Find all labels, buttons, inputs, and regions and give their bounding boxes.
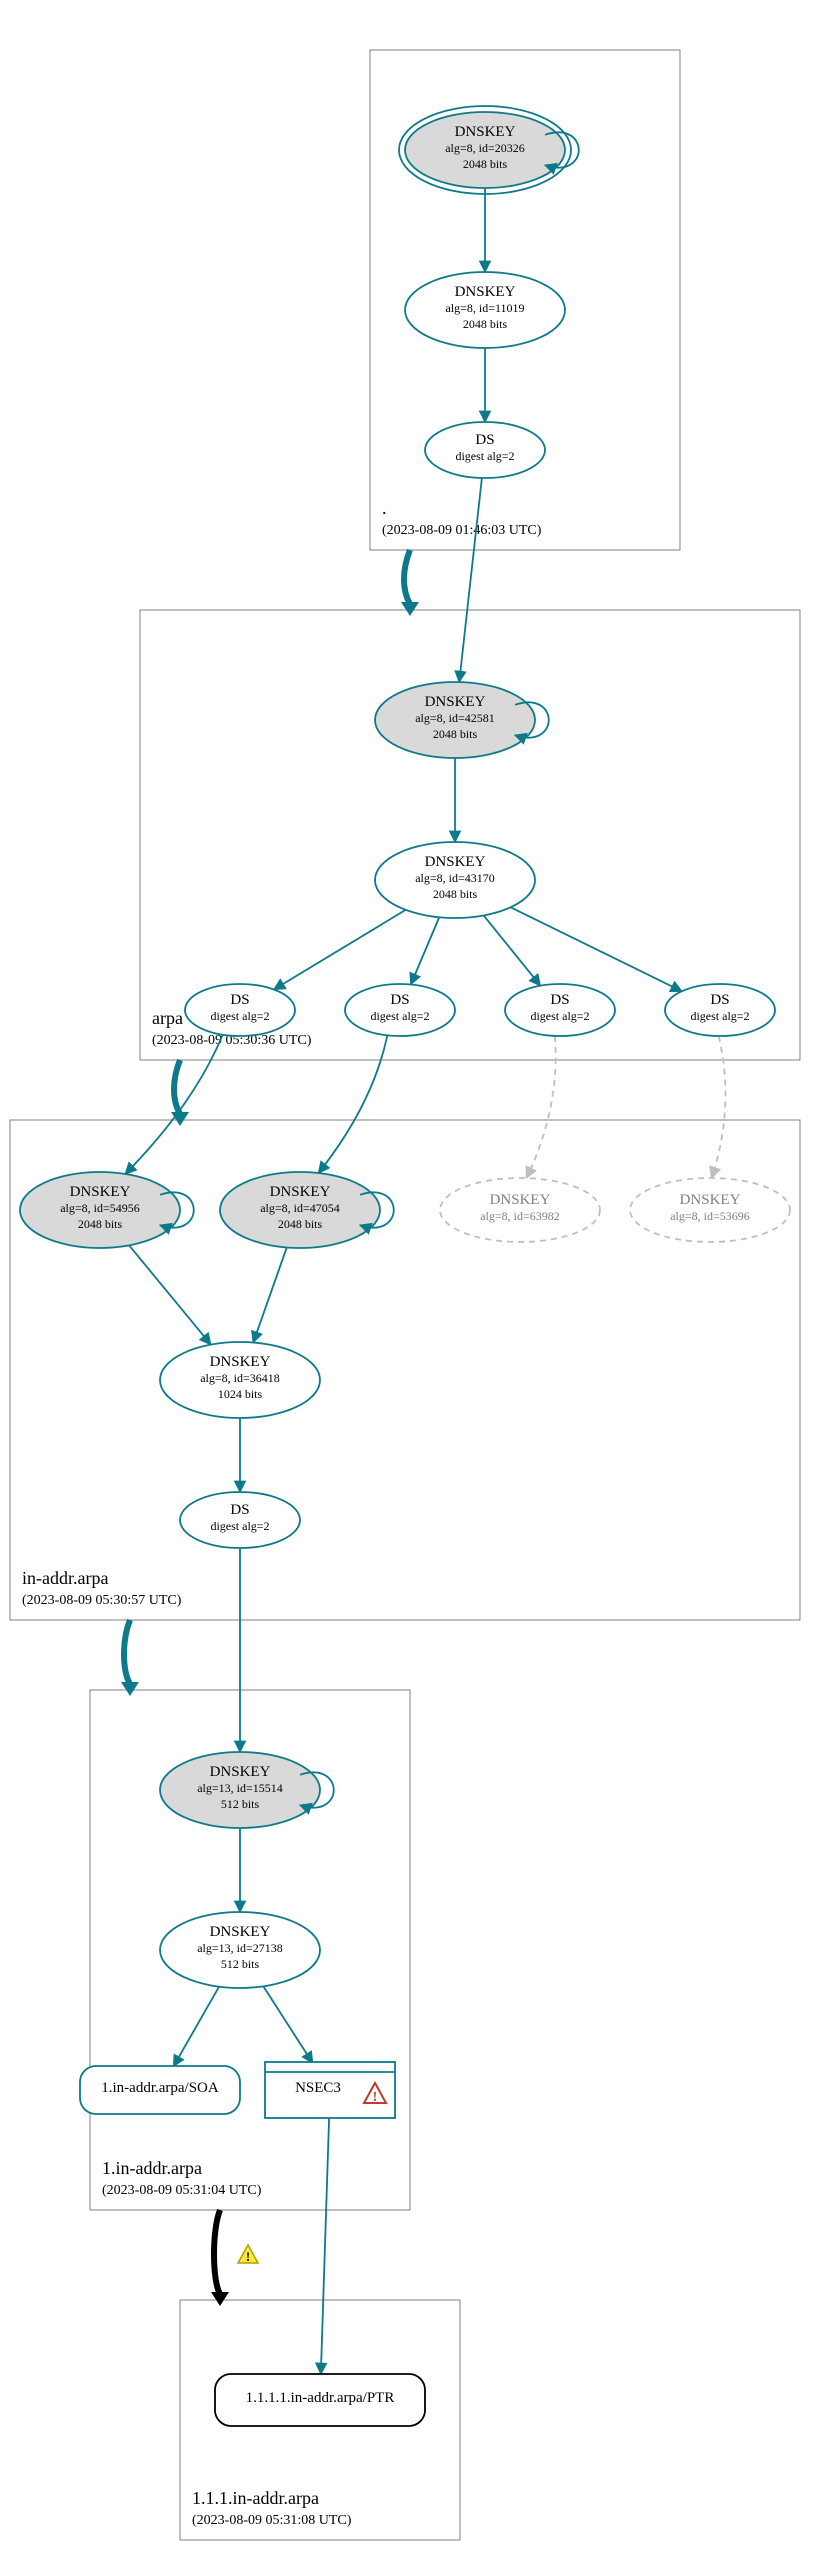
node-title: DNSKEY [270,1184,331,1200]
node-title: DNSKEY [455,124,516,140]
svg-text:!: ! [373,2090,378,2105]
node-title: DNSKEY [425,694,486,710]
node-subtitle: digest alg=2 [455,449,514,463]
node-subtitle: 2048 bits [278,1217,323,1231]
edge-arpa_zsk-arpa_ds4 [511,907,682,991]
zone-sublabel: (2023-08-09 05:31:08 UTC) [192,2513,352,2528]
node-in_grey2: DNSKEYalg=8, id=53696 [630,1178,790,1242]
zone-sublabel: (2023-08-09 05:30:57 UTC) [22,1593,182,1608]
edge-arpa_zsk-arpa_ds2 [411,917,439,984]
edges-layer [125,188,725,2374]
node-arpa_ds2: DSdigest alg=2 [345,984,455,1036]
node-subtitle: alg=8, id=20326 [445,141,525,155]
node-arpa_ds1: DSdigest alg=2 [185,984,295,1036]
edge-one_zsk-soa [174,1987,220,2067]
node-in_ksk2: DNSKEYalg=8, id=47054 2048 bits [220,1172,394,1248]
edge-arpa_zsk-arpa_ds3 [484,915,541,985]
zone-label: 1.in-addr.arpa [102,2158,202,2178]
edge-arpa_ds3-in_grey1 [526,1036,555,1178]
node-root_ds: DSdigest alg=2 [425,422,545,478]
node-in_ds: DSdigest alg=2 [180,1492,300,1548]
zone-label: arpa [152,1008,183,1028]
node-soa: 1.in-addr.arpa/SOA [80,2066,240,2114]
node-subtitle: digest alg=2 [210,1009,269,1023]
node-title: DNSKEY [455,284,516,300]
node-title: DNSKEY [680,1192,741,1208]
node-subtitle: alg=8, id=53696 [670,1209,750,1223]
node-arpa_zsk: DNSKEYalg=8, id=43170 2048 bits [375,842,535,918]
node-subtitle: 2048 bits [78,1217,123,1231]
node-subtitle: alg=8, id=42581 [415,711,495,725]
node-subtitle: digest alg=2 [690,1009,749,1023]
node-subtitle: alg=8, id=63982 [480,1209,560,1223]
node-root_zsk: DNSKEYalg=8, id=11019 2048 bits [405,272,565,348]
node-one_zsk: DNSKEYalg=13, id=27138 512 bits [160,1912,320,1988]
edge-arpa_ds4-in_grey2 [712,1036,726,1178]
node-subtitle: 2048 bits [463,317,508,331]
node-title: 1.in-addr.arpa/SOA [101,2080,219,2096]
node-title: DS [390,992,409,1008]
node-arpa_ds4: DSdigest alg=2 [665,984,775,1036]
node-arpa_ds3: DSdigest alg=2 [505,984,615,1036]
svg-text:!: ! [246,2249,250,2264]
node-subtitle: 512 bits [221,1797,260,1811]
node-subtitle: alg=13, id=15514 [197,1781,283,1795]
edge-root_ds-arpa_ksk [459,478,482,682]
node-title: DS [550,992,569,1008]
node-title: DS [230,1502,249,1518]
node-subtitle: 1024 bits [218,1387,263,1401]
node-title: DS [710,992,729,1008]
zone-edge-inaddr-one [121,1620,139,1696]
edge-in_ksk2-in_zsk [253,1247,287,1342]
edge-in_ksk1-in_zsk [129,1245,211,1344]
edge-arpa_zsk-arpa_ds1 [274,910,406,990]
node-arpa_ksk: DNSKEYalg=8, id=42581 2048 bits [375,682,549,758]
node-title: DS [230,992,249,1008]
node-title: DNSKEY [210,1924,271,1940]
node-title: DNSKEY [425,854,486,870]
zone-edge-arpa-inaddr [171,1060,189,1126]
node-one_ksk: DNSKEYalg=13, id=15514 512 bits [160,1752,334,1828]
node-nsec3: ! NSEC3 [265,2062,395,2118]
zone-label: 1.1.1.in-addr.arpa [192,2488,319,2508]
node-title: NSEC3 [295,2080,341,2096]
node-title: DS [475,432,494,448]
node-in_zsk: DNSKEYalg=8, id=36418 1024 bits [160,1342,320,1418]
zone-sublabel: (2023-08-09 05:31:04 UTC) [102,2183,262,2198]
edge-arpa_ds2-in_ksk2 [318,1035,387,1173]
node-subtitle: 2048 bits [433,887,478,901]
node-subtitle: digest alg=2 [370,1009,429,1023]
node-subtitle: alg=8, id=47054 [260,1201,340,1215]
node-title: DNSKEY [490,1192,551,1208]
zone-label: in-addr.arpa [22,1568,108,1588]
node-title: 1.1.1.1.in-addr.arpa/PTR [246,2390,395,2406]
node-subtitle: alg=8, id=43170 [415,871,495,885]
node-subtitle: digest alg=2 [530,1009,589,1023]
node-ptr: 1.1.1.1.in-addr.arpa/PTR [215,2374,425,2426]
edge-nsec3-ptr [321,2118,329,2374]
zone-edge-one-ptr: ! [211,2210,258,2306]
node-title: DNSKEY [210,1764,271,1780]
node-subtitle: alg=8, id=54956 [60,1201,140,1215]
node-in_grey1: DNSKEYalg=8, id=63982 [440,1178,600,1242]
node-title: DNSKEY [70,1184,131,1200]
node-subtitle: 2048 bits [433,727,478,741]
node-subtitle: digest alg=2 [210,1519,269,1533]
node-title: DNSKEY [210,1354,271,1370]
node-subtitle: 512 bits [221,1957,260,1971]
zone-label: . [382,498,387,518]
node-root_ksk: DNSKEYalg=8, id=20326 2048 bits [399,106,579,194]
zone-sublabel: (2023-08-09 01:46:03 UTC) [382,523,542,538]
node-subtitle: alg=8, id=36418 [200,1371,280,1385]
node-in_ksk1: DNSKEYalg=8, id=54956 2048 bits [20,1172,194,1248]
edge-one_zsk-nsec3 [263,1986,312,2063]
node-subtitle: 2048 bits [463,157,508,171]
zone-edge-root-arpa [401,550,419,616]
node-subtitle: alg=13, id=27138 [197,1941,283,1955]
node-subtitle: alg=8, id=11019 [445,301,524,315]
